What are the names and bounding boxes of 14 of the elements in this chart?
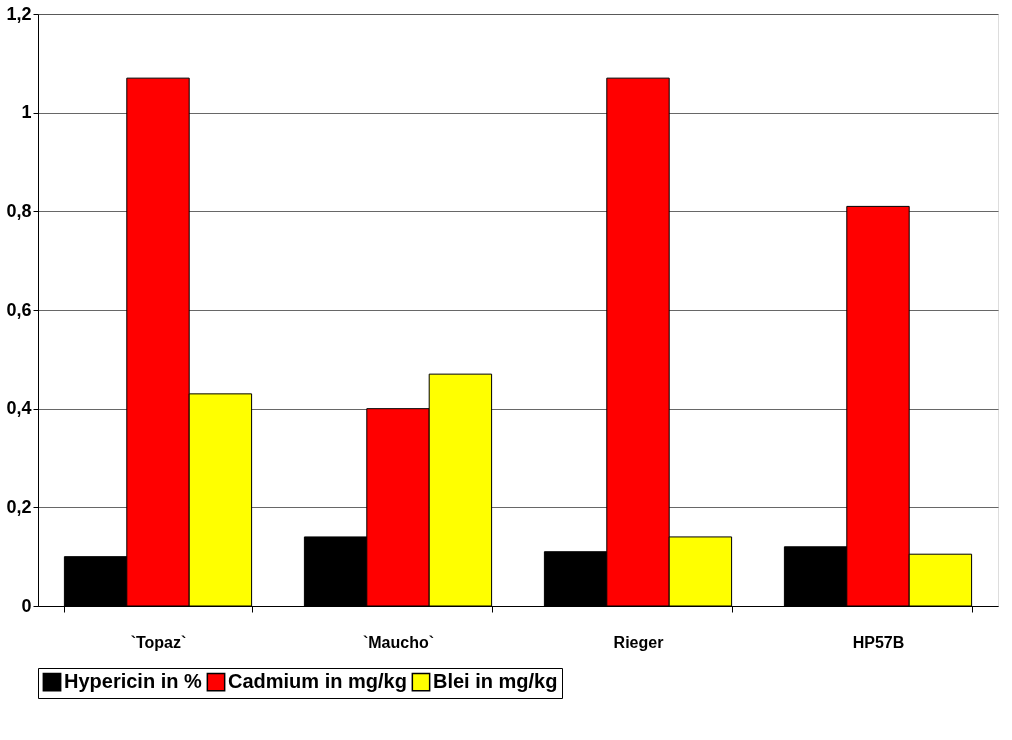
y-tick-label: 1,2 bbox=[6, 3, 32, 24]
legend-label: Blei in mg/kg bbox=[433, 670, 558, 693]
x-tick-label: Rieger bbox=[613, 633, 664, 651]
y-tick-label: 0,2 bbox=[6, 496, 32, 517]
x-tick-label: `Maucho` bbox=[362, 633, 435, 651]
y-tick-label: 1 bbox=[21, 102, 32, 123]
y-tick-label: 0,4 bbox=[6, 398, 32, 419]
y-tick-label: 0,8 bbox=[6, 200, 32, 221]
legend-label: Hypericin in % bbox=[64, 670, 203, 693]
y-tick-label: 0 bbox=[21, 595, 32, 616]
y-tick-label: 0,6 bbox=[6, 299, 32, 320]
legend-label: Cadmium in mg/kg bbox=[228, 670, 407, 693]
x-tick-label: HP57B bbox=[852, 633, 905, 651]
x-tick-label: `Topaz` bbox=[130, 633, 187, 651]
